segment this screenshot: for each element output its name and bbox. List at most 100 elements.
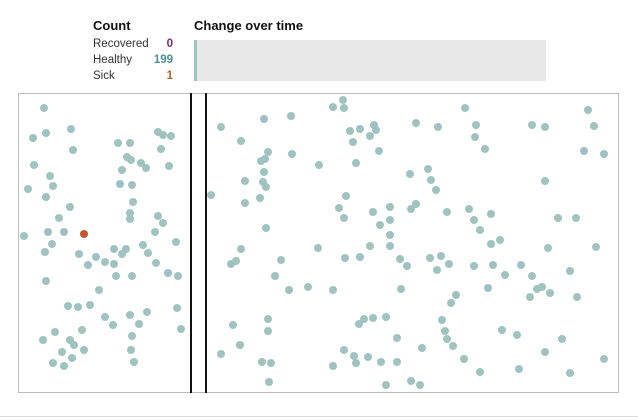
healthy-person-dot	[584, 106, 592, 114]
healthy-person-dot	[66, 203, 74, 211]
healthy-person-dot	[127, 346, 135, 354]
healthy-person-dot	[264, 148, 272, 156]
healthy-person-dot	[304, 283, 312, 291]
healthy-person-dot	[470, 216, 478, 224]
healthy-person-dot	[517, 261, 525, 269]
healthy-person-dot	[142, 164, 150, 172]
healthy-person-dot	[340, 214, 348, 222]
healthy-person-dot	[42, 129, 50, 137]
healthy-person-dot	[126, 139, 134, 147]
healthy-person-dot	[44, 228, 52, 236]
healthy-person-dot	[407, 205, 415, 213]
healthy-person-dot	[386, 242, 394, 250]
count-row-recovered: Recovered 0	[93, 38, 173, 54]
healthy-person-dot	[452, 291, 460, 299]
healthy-person-dot	[460, 355, 468, 363]
healthy-person-dot	[489, 261, 497, 269]
healthy-person-dot	[236, 341, 244, 349]
healthy-person-dot	[177, 325, 185, 333]
healthy-person-dot	[118, 166, 126, 174]
healthy-person-dot	[123, 153, 131, 161]
divider	[0, 416, 638, 417]
healthy-person-dot	[24, 185, 32, 193]
healthy-person-dot	[443, 335, 451, 343]
healthy-person-dot	[393, 334, 401, 342]
healthy-person-dot	[465, 205, 473, 213]
healthy-person-dot	[329, 286, 337, 294]
healthy-person-dot	[130, 358, 138, 366]
healthy-person-dot	[159, 219, 167, 227]
healthy-person-dot	[396, 255, 404, 263]
chart-title: Change over time	[194, 18, 304, 33]
healthy-person-dot	[441, 327, 449, 335]
healthy-person-dot	[572, 214, 580, 222]
healthy-person-dot	[126, 215, 134, 223]
healthy-person-dot	[432, 186, 440, 194]
healthy-person-dot	[92, 253, 100, 261]
healthy-person-dot	[173, 304, 181, 312]
healthy-person-dot	[496, 236, 504, 244]
healthy-person-dot	[438, 316, 446, 324]
count-row-healthy: Healthy 199	[93, 54, 173, 70]
healthy-person-dot	[369, 314, 377, 322]
healthy-person-dot	[174, 272, 182, 280]
healthy-person-dot	[406, 170, 414, 178]
healthy-person-dot	[69, 146, 77, 154]
healthy-person-dot	[285, 286, 293, 294]
quarantine-wall-right	[205, 93, 207, 393]
healthy-person-dot	[443, 208, 451, 216]
healthy-person-dot	[393, 358, 401, 366]
healthy-person-dot	[340, 104, 348, 112]
healthy-person-dot	[128, 272, 136, 280]
healthy-person-dot	[30, 161, 38, 169]
healthy-person-dot	[51, 328, 59, 336]
healthy-person-dot	[46, 172, 54, 180]
healthy-person-dot	[101, 258, 109, 266]
healthy-person-dot	[86, 301, 94, 309]
healthy-person-dot	[580, 147, 588, 155]
healthy-person-dot	[95, 286, 103, 294]
healthy-label: Healthy	[93, 54, 132, 66]
healthy-person-dot	[60, 362, 68, 370]
healthy-person-dot	[356, 253, 364, 261]
healthy-person-dot	[217, 350, 225, 358]
healthy-person-dot	[386, 203, 394, 211]
healthy-person-dot	[329, 362, 337, 370]
healthy-person-dot	[476, 368, 484, 376]
chart-healthy-band	[194, 40, 197, 81]
healthy-person-dot	[110, 260, 118, 268]
healthy-person-dot	[128, 181, 136, 189]
healthy-person-dot	[135, 320, 143, 328]
healthy-person-dot	[70, 341, 78, 349]
healthy-person-dot	[20, 232, 28, 240]
count-title: Count	[93, 18, 131, 33]
healthy-person-dot	[424, 165, 432, 173]
healthy-person-dot	[110, 245, 118, 253]
healthy-person-dot	[382, 381, 390, 389]
healthy-person-dot	[470, 262, 478, 270]
healthy-person-dot	[434, 123, 442, 131]
healthy-person-dot	[144, 249, 152, 257]
healthy-person-dot	[481, 145, 489, 153]
healthy-person-dot	[375, 147, 383, 155]
recovered-count: 0	[166, 38, 173, 50]
healthy-person-dot	[418, 344, 426, 352]
healthy-person-dot	[350, 352, 358, 360]
change-over-time-chart	[194, 40, 546, 81]
healthy-person-dot	[355, 320, 363, 328]
healthy-person-dot	[484, 284, 492, 292]
healthy-person-dot	[476, 226, 484, 234]
healthy-person-dot	[573, 293, 581, 301]
count-row-sick: Sick 1	[93, 70, 173, 86]
healthy-person-dot	[386, 231, 394, 239]
healthy-person-dot	[412, 119, 420, 127]
healthy-person-dot	[277, 256, 285, 264]
healthy-person-dot	[64, 302, 72, 310]
healthy-person-dot	[60, 228, 68, 236]
healthy-person-dot	[80, 346, 88, 354]
healthy-person-dot	[449, 342, 457, 350]
healthy-person-dot	[139, 241, 147, 249]
healthy-person-dot	[528, 272, 536, 280]
healthy-person-dot	[426, 254, 434, 262]
healthy-person-dot	[49, 182, 57, 190]
